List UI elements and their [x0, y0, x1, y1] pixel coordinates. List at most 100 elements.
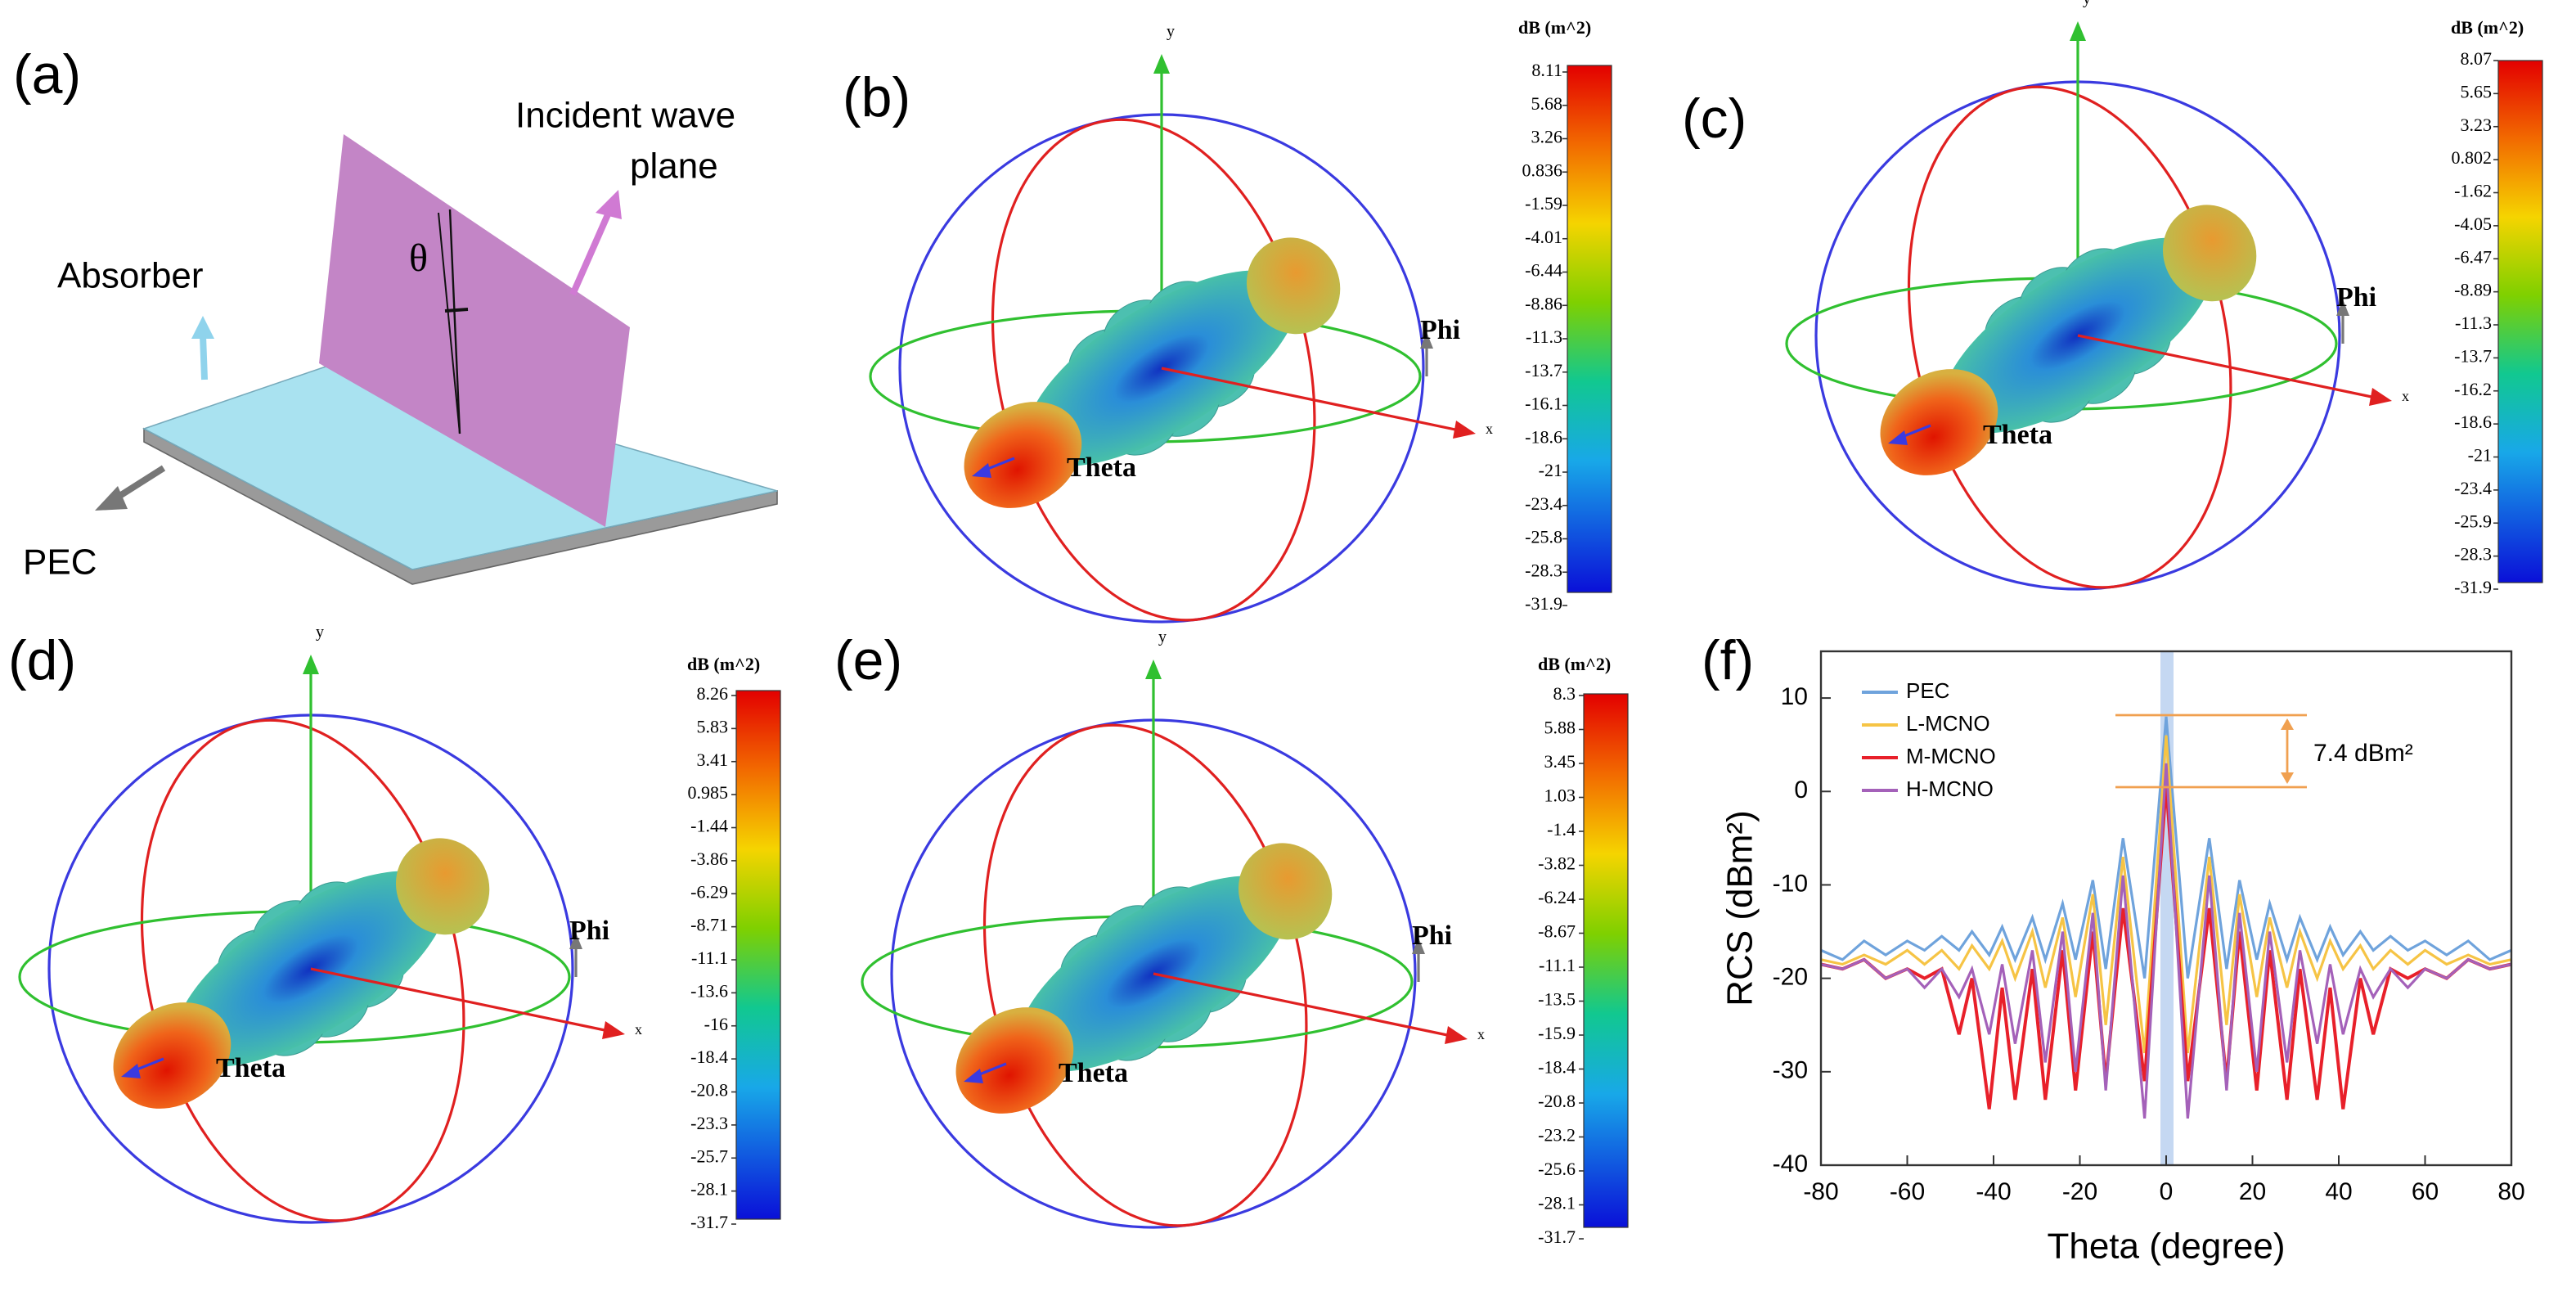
colorbar-tick-label: 3.26 [1531, 127, 1563, 147]
label-x: x [2402, 388, 2409, 404]
axis-x [1161, 367, 1460, 432]
y-axis-label: RCS (dBm²) [1720, 810, 1760, 1006]
axis-x [2077, 334, 2376, 399]
axis-arrow [1412, 938, 1425, 954]
colorbar-title: dB (m^2) [1518, 17, 1591, 38]
label-x: x [635, 1021, 642, 1038]
x-tick-label: 0 [2160, 1178, 2174, 1205]
label-theta: θ [409, 236, 428, 280]
colorbar-tick-label: 5.88 [1544, 718, 1576, 738]
axis-x [1153, 972, 1452, 1038]
axis-arrow [1145, 660, 1162, 679]
panel-a-illustration [95, 134, 778, 585]
label-phi: Phi [1412, 921, 1452, 951]
y-tick-label: 0 [1794, 777, 1808, 804]
label-x: x [1486, 421, 1493, 437]
series-line [1820, 735, 2512, 1054]
colorbar-title: dB (m^2) [687, 654, 760, 674]
colorbar-tick-label: -31.7 [690, 1212, 728, 1232]
colorbar-tick-label: 8.07 [2461, 48, 2493, 69]
main-lobe [955, 1007, 1074, 1114]
colorbar-tick-label: -28.3 [1525, 560, 1562, 580]
colorbar [2497, 60, 2543, 583]
x-tick-label: -60 [1890, 1178, 1925, 1205]
colorbar-title: dB (m^2) [1538, 654, 1611, 674]
colorbar-title: dB (m^2) [2451, 17, 2524, 38]
plot-frame [1819, 650, 2513, 1167]
panel-label: (c) [1682, 88, 1747, 150]
label-theta: Theta [1067, 452, 1136, 483]
label-theta: Theta [216, 1053, 285, 1083]
sphere-ring [982, 723, 1308, 1227]
x-tick-label: -20 [2062, 1178, 2097, 1205]
colorbar-tick-label: -23.4 [1525, 493, 1562, 514]
axis-arrow [121, 1064, 141, 1078]
colorbar-tick-label: -23.3 [690, 1113, 728, 1133]
sphere-ring [1907, 85, 2232, 589]
main-lobe [1880, 369, 1998, 475]
colorbar-tick-label: -23.2 [1538, 1125, 1576, 1146]
label-phi: Phi [1420, 315, 1460, 345]
label-pec: PEC [23, 542, 97, 583]
axis-x [310, 967, 609, 1033]
label-y: y [1167, 23, 1175, 41]
label-phi: Phi [569, 916, 609, 946]
colorbar-tick-label: -21 [1539, 460, 1562, 480]
legend-label: L-MCNO [1906, 711, 1990, 736]
panel-label: (a) [13, 43, 81, 106]
colorbar-tick-label: 3.23 [2461, 115, 2493, 135]
colorbar [735, 690, 781, 1220]
back-lobe [2162, 205, 2257, 302]
y-tick-label: 10 [1781, 683, 1808, 710]
axis-arrow [1888, 430, 1908, 445]
colorbar-tick-label: -8.67 [1538, 921, 1576, 942]
annotation: 7.4 dBm² [2313, 740, 2413, 767]
series-line [1820, 763, 2512, 1119]
colorbar-tick-label: -31.7 [1538, 1227, 1576, 1247]
label-y: y [316, 623, 324, 641]
x-tick-label: 40 [2325, 1178, 2352, 1205]
colorbar-tick-label: -3.86 [690, 849, 728, 869]
axis-arrow [972, 463, 991, 478]
colorbar-tick-label: 1.03 [1544, 786, 1576, 806]
colorbar-tick-label: -1.62 [2454, 181, 2492, 201]
colorbar-tick-label: -1.4 [1547, 819, 1576, 840]
label-incident: plane [630, 146, 718, 187]
axis-arrow [1453, 421, 1476, 439]
label-y: y [1158, 628, 1167, 646]
colorbar-tick-label: -25.8 [1525, 527, 1562, 547]
colorbar-tick-label: -13.5 [1538, 989, 1576, 1010]
axis-arrow [1153, 54, 1170, 74]
colorbar-tick-label: -23.4 [2454, 478, 2492, 498]
colorbar-tick-label: -31.9 [2454, 577, 2492, 597]
colorbar-tick-label: -11.1 [691, 948, 728, 968]
x-tick-label: -40 [1976, 1178, 2011, 1205]
colorbar-tick-label: -3.82 [1538, 853, 1576, 874]
label-theta: Theta [1059, 1058, 1128, 1088]
colorbar-tick-label: 8.26 [697, 683, 729, 704]
axis-arrow [2336, 299, 2349, 316]
colorbar-tick-label: -18.4 [1538, 1057, 1576, 1078]
y-tick-label: -20 [1773, 964, 1808, 991]
main-lobe [113, 1002, 232, 1109]
colorbar-tick-label: -13.7 [2454, 345, 2492, 366]
y-tick-label: -10 [1773, 870, 1808, 897]
x-axis-label: Theta (degree) [2047, 1227, 2285, 1267]
colorbar-tick-label: -4.01 [1525, 227, 1562, 247]
label-theta: Theta [1983, 420, 2052, 450]
colorbar-tick-label: -16.1 [1525, 394, 1562, 414]
sphere-ring [991, 118, 1316, 622]
axis-arrow [1420, 332, 1433, 349]
axis-arrow [2070, 21, 2086, 41]
colorbar-tick-label: -13.7 [1525, 360, 1562, 380]
axis-arrow [964, 1069, 983, 1083]
axis-arrow [303, 655, 319, 674]
colorbar-tick-label: 0.802 [2452, 147, 2493, 168]
colorbar-tick-label: -11.1 [1539, 955, 1576, 975]
colorbar-tick-label: 8.11 [1531, 60, 1562, 80]
colorbar-tick-label: 5.65 [2461, 81, 2493, 101]
x-tick-label: -80 [1803, 1178, 1838, 1205]
legend-label: M-MCNO [1906, 744, 1996, 768]
label-y: y [2083, 0, 2091, 8]
